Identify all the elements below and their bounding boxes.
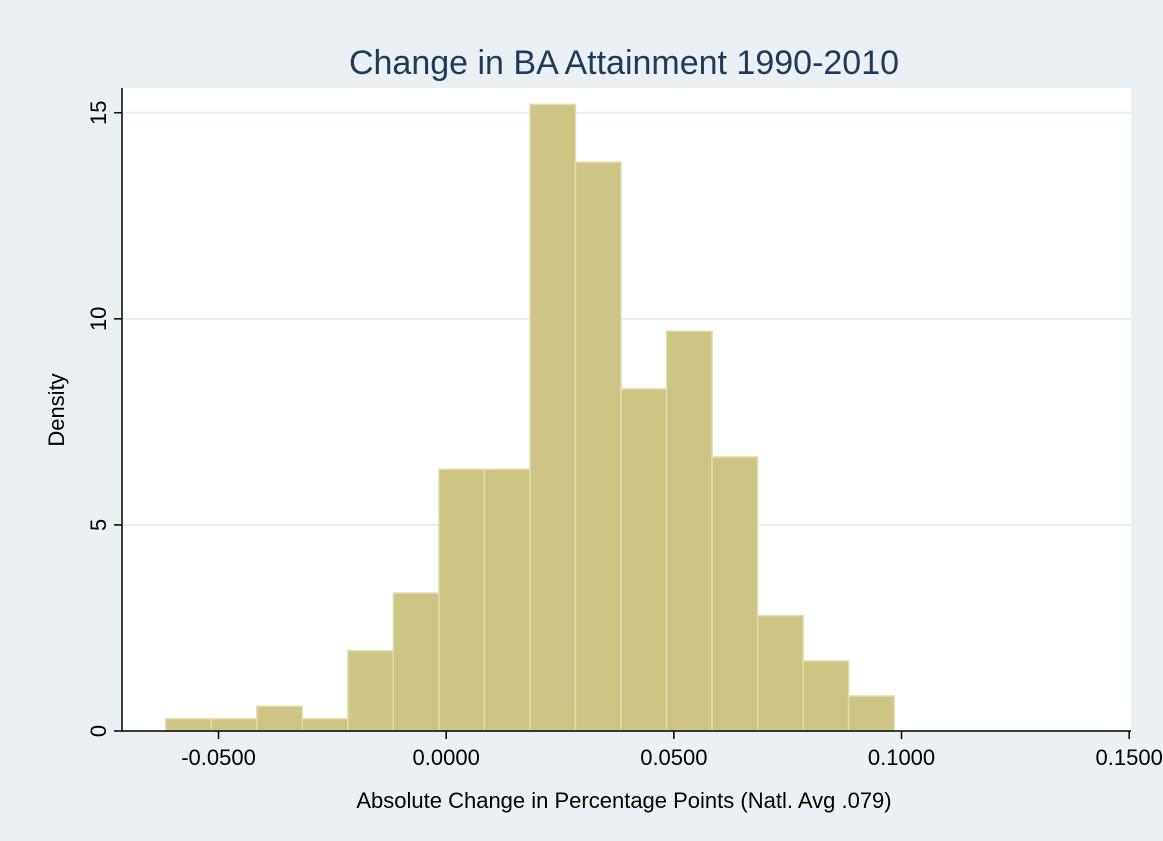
histogram-bar — [620, 388, 668, 732]
y-tick-label: 10 — [86, 307, 111, 331]
histogram-bar — [164, 717, 212, 732]
histogram-bar — [665, 330, 713, 732]
histogram-bar — [756, 614, 804, 732]
histogram-bar — [483, 468, 531, 732]
histogram-bars — [164, 103, 895, 732]
x-tick-label: -0.0500 — [181, 745, 256, 770]
histogram-bar — [802, 660, 850, 732]
histogram-bar — [711, 456, 759, 732]
histogram-bar — [847, 695, 895, 732]
x-tick-label: 0.0500 — [640, 745, 707, 770]
x-tick-label: 0.0000 — [413, 745, 480, 770]
chart-title: Change in BA Attainment 1990-2010 — [349, 44, 899, 82]
histogram-bar — [210, 717, 258, 732]
x-axis-title: Absolute Change in Percentage Points (Na… — [356, 788, 891, 813]
y-tick-label: 15 — [86, 100, 111, 124]
axes — [121, 88, 1131, 732]
y-axis-ticks: 0 5 10 15 — [86, 100, 122, 737]
x-tick-label: 0.1000 — [868, 745, 935, 770]
y-tick-label: 5 — [86, 519, 111, 531]
histogram-bar — [301, 717, 349, 732]
x-tick-label: 0.1500 — [1096, 745, 1163, 770]
histogram-bar — [256, 705, 304, 732]
histogram-bar — [392, 592, 440, 732]
histogram-bar — [347, 649, 395, 732]
y-axis-title: Density — [44, 373, 69, 446]
histogram-bar — [529, 103, 577, 732]
x-axis-ticks: -0.0500 0.0000 0.0500 0.1000 0.1500 — [181, 731, 1163, 770]
y-tick-label: 0 — [86, 725, 111, 737]
histogram-bar — [438, 468, 486, 732]
histogram-bar — [574, 161, 622, 732]
